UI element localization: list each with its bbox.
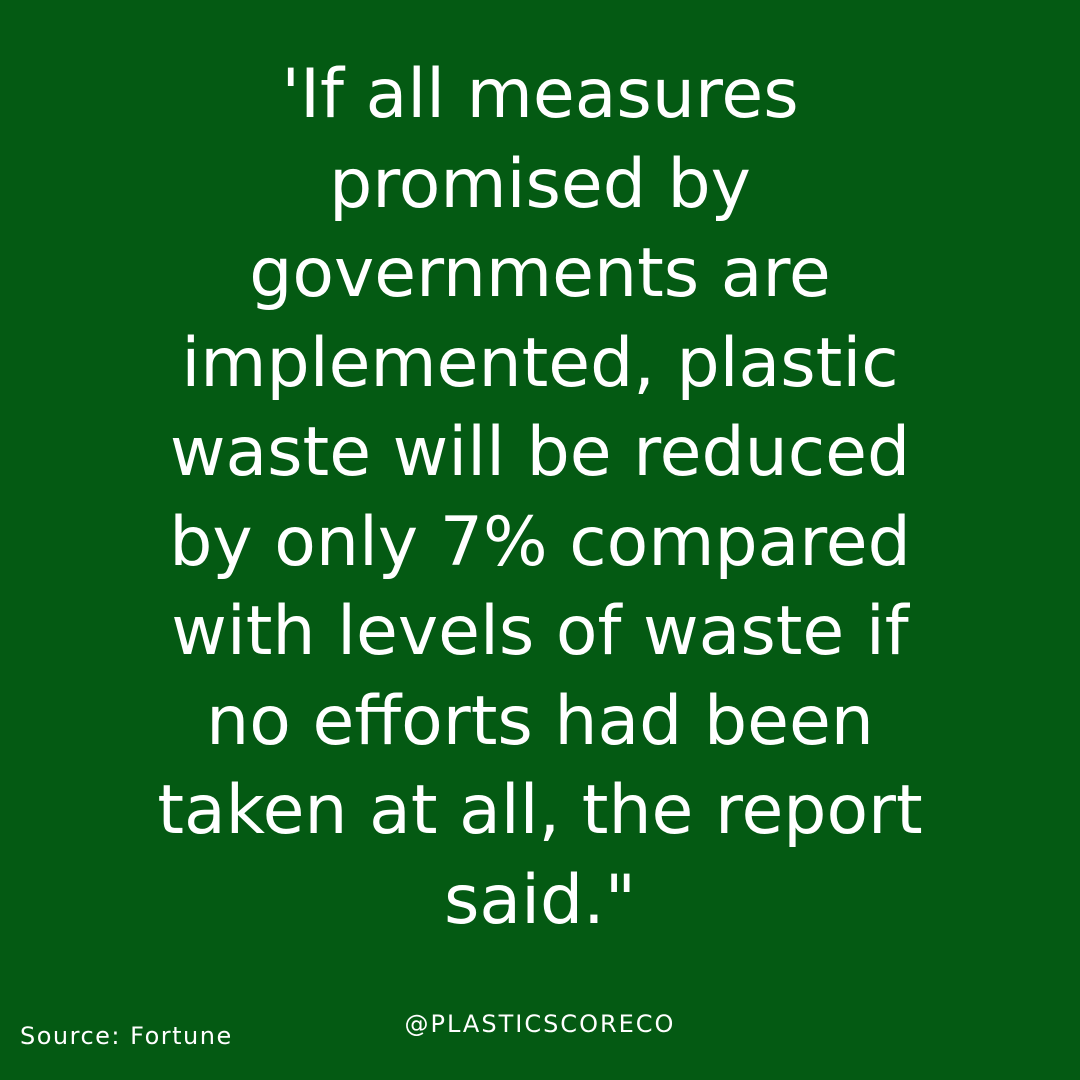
quote-line: 'If all measures bbox=[281, 55, 799, 134]
quote-line: governments are bbox=[249, 234, 831, 313]
quote-line: taken at all, the report bbox=[157, 771, 923, 850]
quote-line: waste will be reduced bbox=[169, 413, 911, 492]
source-credit: Source: Fortune bbox=[20, 1022, 233, 1050]
quote-text: 'If all measures promised by governments… bbox=[60, 50, 1020, 945]
quote-line: implemented, plastic bbox=[181, 323, 899, 403]
account-handle: @PLASTICSCORECO bbox=[404, 1010, 676, 1038]
quote-line: said." bbox=[443, 860, 637, 940]
quote-line: by only 7% compared bbox=[169, 502, 911, 582]
quote-line: no efforts had been bbox=[206, 681, 874, 761]
quote-line: with levels of waste if bbox=[171, 592, 909, 671]
quote-line: promised by bbox=[329, 144, 751, 224]
